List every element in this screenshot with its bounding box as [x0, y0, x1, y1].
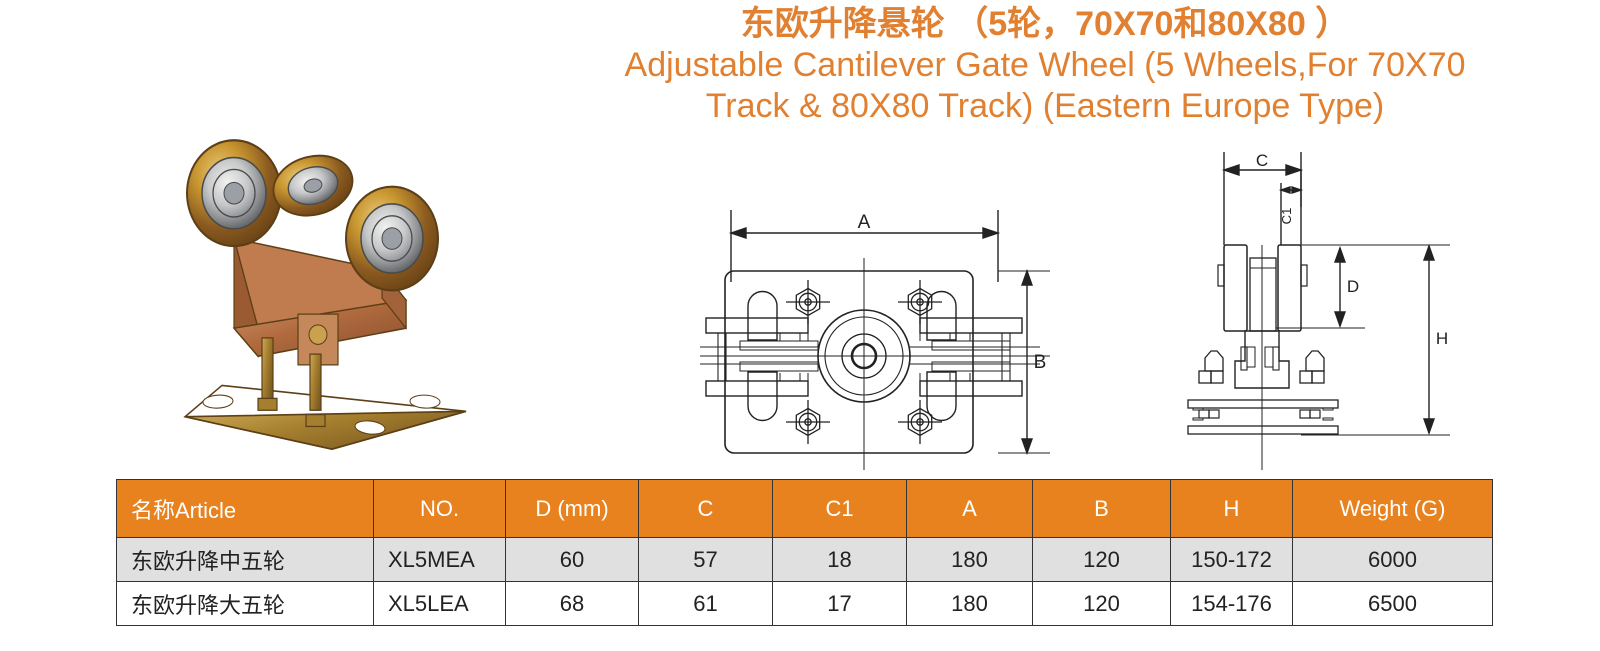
svg-text:B: B	[1034, 352, 1047, 373]
svg-text:C1: C1	[1279, 208, 1294, 225]
svg-text:H: H	[1436, 329, 1448, 348]
svg-text:A: A	[858, 212, 871, 233]
svg-text:D: D	[1347, 277, 1359, 296]
svg-text:C: C	[1256, 151, 1268, 170]
